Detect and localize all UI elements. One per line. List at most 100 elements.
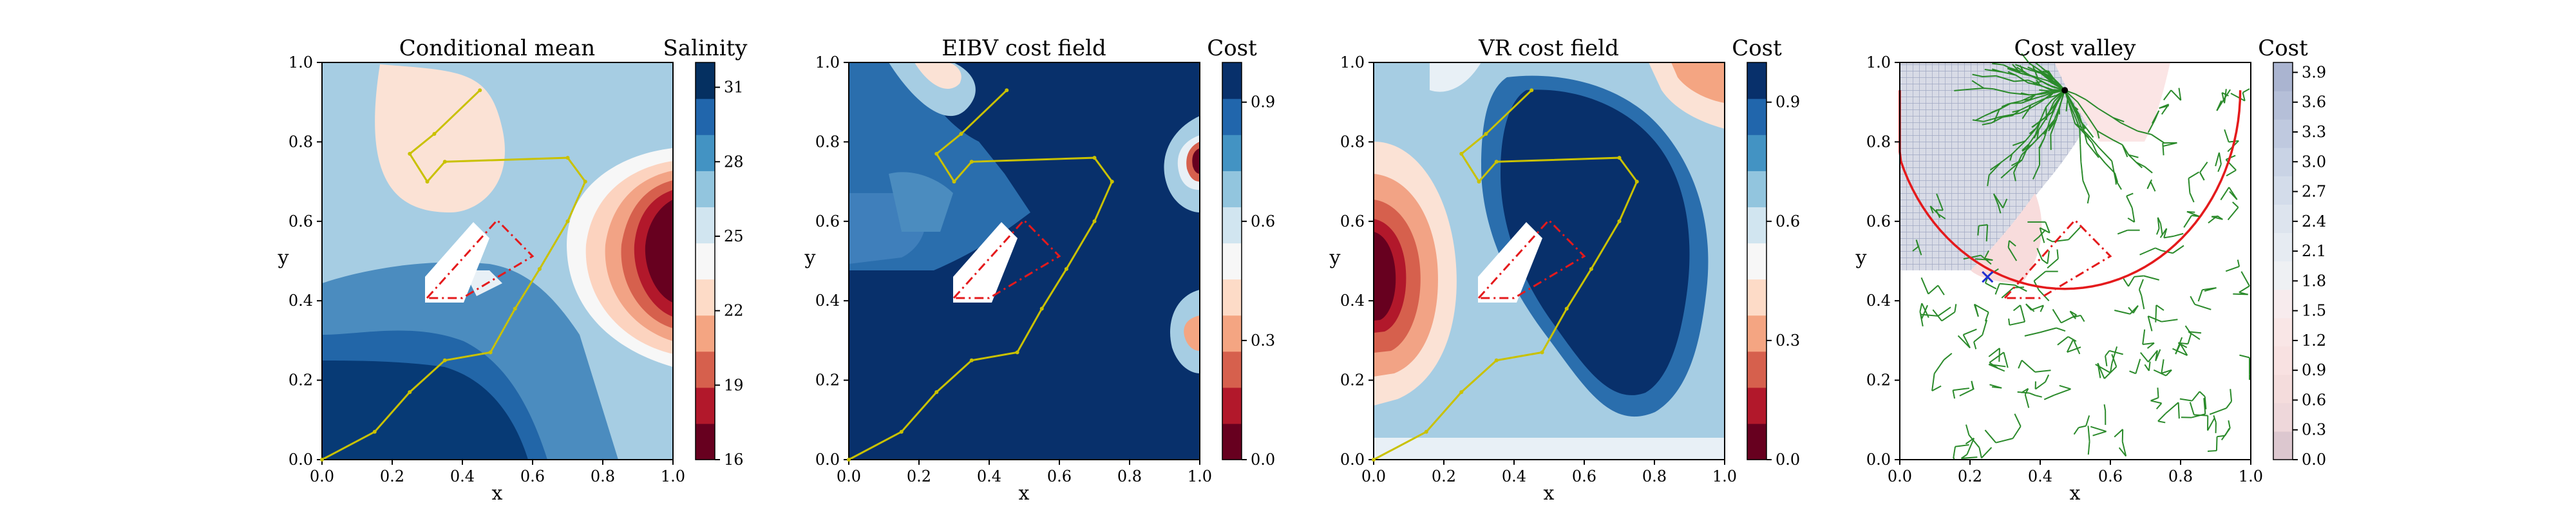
tree-edge	[2141, 295, 2145, 310]
tree-edge	[2109, 350, 2123, 355]
tree-edge	[2039, 227, 2045, 243]
tree-edge	[2190, 295, 2195, 305]
colorbar-tick-label: 0.3	[1251, 332, 1275, 350]
y-tick-label: 1.0	[289, 53, 313, 71]
tree-edge	[2041, 106, 2047, 118]
tree-edge	[2217, 435, 2226, 438]
colorbar-tick-label: 2.7	[2302, 183, 2326, 201]
tree-edge	[2020, 108, 2029, 114]
tree-edge	[2226, 169, 2237, 176]
tree-edge	[2038, 117, 2048, 131]
tree-edge	[2120, 122, 2138, 132]
colorbar-band	[696, 279, 715, 316]
tree-edge	[2224, 428, 2230, 436]
tree-edge	[2050, 102, 2058, 118]
path-waypoint	[442, 160, 447, 164]
tree-edge	[1959, 388, 1974, 397]
tree-edge	[2111, 346, 2118, 364]
y-axis-label: y	[1329, 247, 1341, 269]
x-tick-label: 1.0	[661, 467, 685, 485]
tree-edge	[2082, 180, 2090, 196]
tree-edge	[2096, 131, 2100, 139]
colorbar-label: Cost	[1732, 35, 1782, 61]
y-tick-label: 0.6	[1340, 212, 1365, 230]
tree-edge	[2067, 336, 2077, 342]
tree-edge	[2012, 304, 2021, 312]
tree-edge	[2132, 305, 2139, 314]
path-waypoint	[432, 132, 437, 136]
tree-edge	[2183, 215, 2192, 228]
tree-edge	[2114, 310, 2130, 315]
tree-edge	[1983, 116, 2002, 122]
tree-edge	[2068, 227, 2081, 240]
heatmap-vr-cost-field	[1374, 62, 1725, 460]
path-waypoint	[478, 88, 482, 93]
tree-edge	[2208, 215, 2218, 224]
path-waypoint	[442, 358, 447, 362]
x-tick-label: 0.2	[380, 467, 404, 485]
colorbar-band	[2273, 204, 2293, 234]
tree-edge	[2118, 447, 2126, 457]
colorbar-band	[2273, 91, 2293, 120]
tree-edge	[2142, 329, 2146, 345]
tree-edge	[2059, 384, 2071, 390]
colorbar-tick-label: 0.0	[1776, 451, 1800, 469]
tree-edge	[2021, 94, 2036, 102]
tree-edge	[2075, 93, 2087, 101]
y-tick-label: 1.0	[1866, 53, 1891, 71]
tree-edge	[2137, 130, 2152, 135]
tree-edge	[2179, 343, 2188, 356]
colorbar-band	[1747, 207, 1766, 244]
colorbar-band	[1222, 243, 1242, 280]
path-waypoint	[1617, 156, 1622, 160]
path-waypoint	[1039, 306, 1044, 311]
y-tick-label: 0.0	[1866, 451, 1891, 469]
colorbar-tick-label: 1.2	[2302, 332, 2326, 350]
tree-edge	[1931, 385, 1942, 391]
tree-edge	[1997, 204, 2002, 214]
tree-edge	[2035, 381, 2046, 390]
tree-edge	[2189, 402, 2195, 415]
tree-edge	[2139, 247, 2156, 256]
colorbar-tick-label: 2.1	[2302, 242, 2326, 260]
tree-edge	[2188, 178, 2191, 193]
tree-edge	[2014, 285, 2027, 292]
tree-edge	[2024, 388, 2029, 395]
tree-edge	[1919, 312, 1923, 319]
colorbar-tick-label: 0.9	[1776, 93, 1800, 111]
tree-edge	[2172, 348, 2188, 356]
tree-edge	[2033, 93, 2050, 100]
tree-edge	[1953, 388, 1969, 391]
tree-edge	[1941, 312, 1955, 322]
tree-edge	[2021, 53, 2030, 64]
panel-conditional-mean: Conditional mean 0.0 0.2 0.4 0.6 0.8 1.0 0.00…	[278, 35, 748, 505]
path-waypoint	[488, 350, 493, 355]
tree-edge	[2098, 108, 2114, 118]
tree-edge	[1971, 80, 1984, 89]
colorbar-tick-label: 1.8	[2302, 272, 2326, 290]
x-tick-label: 0.2	[1432, 467, 1456, 485]
y-tick-label: 0.2	[815, 371, 840, 389]
path-waypoint	[1617, 219, 1622, 223]
x-tick-label: 0.0	[1888, 467, 1912, 485]
tree-edge	[1919, 303, 1923, 312]
y-tick-label: 0.0	[289, 451, 313, 469]
path-waypoint	[1459, 151, 1464, 156]
x-tick-label: 0.8	[1117, 467, 1142, 485]
tree-edge	[1954, 304, 1957, 313]
heatmap-conditional-mean	[322, 62, 673, 460]
tree-edge	[1992, 62, 2004, 66]
tree-edge	[2019, 104, 2031, 111]
x-ticks: 0.0 0.2 0.4 0.6 0.8 1.0	[310, 460, 685, 485]
tree-edge	[2081, 127, 2090, 136]
path-waypoint	[899, 429, 904, 434]
tree-edge	[2114, 173, 2119, 183]
tree-edge	[2067, 98, 2076, 116]
tree-edge	[2052, 308, 2062, 324]
tree-edge	[2014, 413, 2022, 427]
tree-edge	[1937, 306, 1951, 317]
tree-edge	[2087, 426, 2090, 442]
tree-edge	[2034, 370, 2051, 373]
y-tick-label: 0.6	[289, 212, 313, 230]
colorbar-tick-label: 0.0	[1251, 451, 1275, 469]
